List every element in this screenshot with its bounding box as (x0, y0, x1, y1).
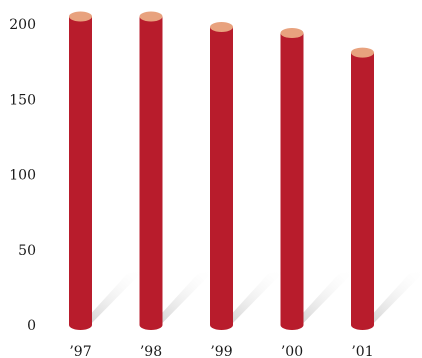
bars-group (69, 11, 422, 330)
bar-top-cap (69, 11, 92, 22)
bar-top-cap (139, 11, 163, 22)
y-tick-label: 150 (9, 92, 36, 108)
y-tick-label: 100 (9, 168, 36, 184)
bar-body (139, 16, 163, 330)
bar-3 (280, 28, 356, 330)
x-axis: ’97 ’98 ’99 ’00 ’01 (69, 344, 373, 358)
bar-shadow (288, 270, 356, 329)
bar-shadow (147, 270, 215, 329)
bar-top-cap (280, 28, 304, 39)
bar-0 (69, 11, 144, 330)
bar-4 (351, 47, 422, 330)
bar-body (351, 52, 374, 330)
x-tick-label: ’00 (281, 344, 303, 358)
x-tick-label: ’98 (140, 344, 162, 358)
bar-2 (210, 22, 285, 330)
bar-shadow (77, 270, 144, 329)
bar-top-cap (351, 47, 374, 58)
bar-body (69, 16, 92, 330)
y-tick-label: 50 (18, 243, 36, 259)
bar-1 (139, 11, 215, 330)
x-tick-label: ’01 (351, 344, 373, 358)
y-tick-label: 0 (27, 318, 36, 334)
bar-shadow (359, 270, 422, 329)
y-axis: 0 50 100 150 200 (9, 17, 36, 334)
bar-body (210, 27, 233, 330)
x-tick-label: ’97 (69, 344, 91, 358)
bar-body (280, 33, 304, 330)
bar-shadow (218, 270, 285, 329)
y-tick-label: 200 (9, 17, 36, 33)
x-tick-label: ’99 (210, 344, 232, 358)
bar-top-cap (210, 22, 233, 33)
